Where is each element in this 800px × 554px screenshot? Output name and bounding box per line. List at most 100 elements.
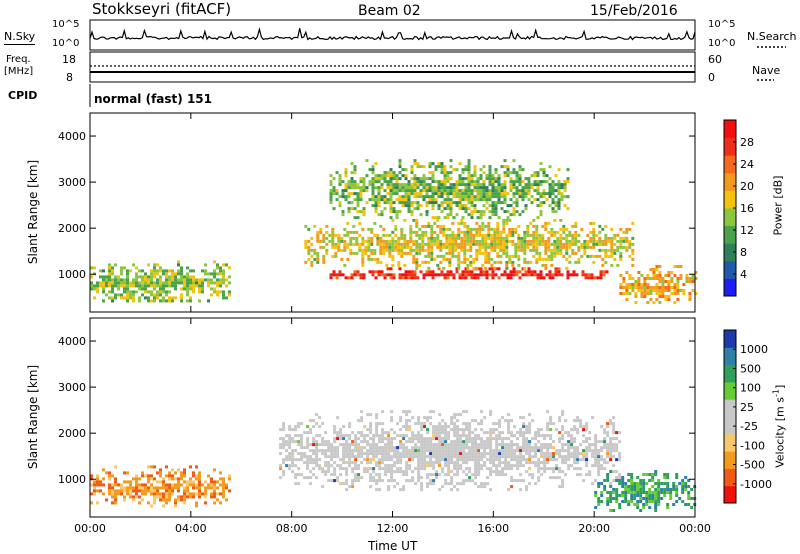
heatmap-cell (588, 443, 592, 447)
heatmap-cell (535, 248, 539, 252)
velocity-colorbar-swatch (724, 451, 736, 469)
heatmap-cell (102, 287, 105, 291)
heatmap-cell (510, 464, 514, 468)
heatmap-cell (690, 497, 694, 500)
heatmap-cell (546, 461, 550, 465)
heatmap-cell (342, 443, 346, 447)
heatmap-cell (354, 440, 358, 444)
heatmap-cell (517, 236, 521, 240)
heatmap-cell (460, 218, 464, 222)
heatmap-cell (479, 213, 483, 217)
heatmap-cell (553, 242, 557, 246)
heatmap-cell (601, 263, 605, 267)
heatmap-cell (566, 273, 570, 277)
nave-right-tick-top: 60 (708, 53, 722, 66)
heatmap-cell (489, 458, 493, 462)
heatmap-cell (688, 295, 692, 298)
heatmap-cell (541, 233, 545, 237)
heatmap-cell (369, 479, 373, 483)
heatmap-cell (432, 461, 436, 465)
heatmap-cell (518, 270, 522, 274)
heatmap-cell (120, 266, 123, 270)
heatmap-cell (476, 192, 480, 196)
heatmap-cell (445, 236, 449, 240)
heatmap-cell (606, 431, 610, 435)
heatmap-cell (466, 236, 470, 240)
heatmap-cell (509, 189, 513, 193)
heatmap-cell (204, 501, 207, 505)
heatmap-cell (444, 422, 448, 426)
heatmap-cell (448, 227, 452, 231)
heatmap-cell (447, 431, 451, 435)
heatmap-cell (351, 449, 355, 453)
velocity-colorbar-swatch (724, 381, 736, 400)
heatmap-cell (455, 186, 459, 190)
heatmap-cell (425, 273, 429, 277)
heatmap-cell (681, 491, 685, 494)
heatmap-cell (467, 180, 471, 184)
heatmap-cell (297, 440, 301, 444)
heatmap-cell (467, 213, 471, 217)
heatmap-cell (604, 239, 608, 243)
heatmap-cell (186, 483, 189, 487)
heatmap-cell (428, 183, 432, 187)
heatmap-cell (482, 210, 486, 214)
heatmap-cell (414, 452, 418, 456)
heatmap-cell (568, 260, 572, 264)
heatmap-cell (399, 440, 403, 444)
heatmap-cell (681, 500, 685, 503)
heatmap-cell (549, 437, 553, 441)
heatmap-cell (343, 233, 347, 237)
heatmap-cell (108, 486, 111, 490)
heatmap-cell (126, 492, 129, 496)
heatmap-cell (443, 168, 447, 172)
heatmap-cell (150, 290, 153, 294)
heatmap-cell (688, 280, 692, 283)
heatmap-cell (407, 204, 411, 208)
heatmap-cell (476, 177, 480, 181)
heatmap-cell (168, 299, 171, 303)
heatmap-cell (318, 416, 322, 420)
heatmap-cell (399, 461, 403, 465)
heatmap-cell (198, 281, 201, 285)
heatmap-cell (507, 431, 511, 435)
heatmap-cell (378, 437, 382, 441)
heatmap-cell (336, 476, 340, 480)
heatmap-cell (120, 281, 123, 285)
heatmap-cell (594, 464, 598, 468)
heatmap-cell (453, 413, 457, 417)
heatmap-cell (552, 446, 556, 450)
heatmap-cell (372, 479, 376, 483)
heatmap-cell (491, 267, 495, 271)
heatmap-cell (607, 239, 611, 243)
heatmap-cell (499, 260, 503, 264)
heatmap-cell (386, 180, 390, 184)
heatmap-cell (554, 267, 558, 271)
heatmap-cell (441, 470, 445, 474)
heatmap-cell (600, 458, 604, 462)
heatmap-cell (174, 296, 177, 300)
heatmap-cell (366, 455, 370, 459)
heatmap-cell (285, 434, 289, 438)
heatmap-cell (159, 281, 162, 285)
heatmap-cell (521, 189, 525, 193)
heatmap-cell (357, 446, 361, 450)
heatmap-cell (347, 192, 351, 196)
heatmap-cell (640, 292, 644, 295)
heatmap-cell (328, 233, 332, 237)
heatmap-cell (282, 440, 286, 444)
heatmap-cell (529, 233, 533, 237)
heatmap-cell (114, 495, 117, 499)
heatmap-cell (345, 479, 349, 483)
heatmap-cell (378, 473, 382, 477)
heatmap-cell (474, 473, 478, 477)
heatmap-cell (389, 186, 393, 190)
heatmap-cell (528, 461, 532, 465)
heatmap-cell (141, 269, 144, 273)
heatmap-cell (676, 277, 680, 280)
heatmap-cell (346, 257, 350, 261)
heatmap-cell (465, 410, 469, 414)
heatmap-cell (428, 273, 432, 277)
heatmap-cell (621, 500, 625, 503)
heatmap-cell (494, 201, 498, 205)
